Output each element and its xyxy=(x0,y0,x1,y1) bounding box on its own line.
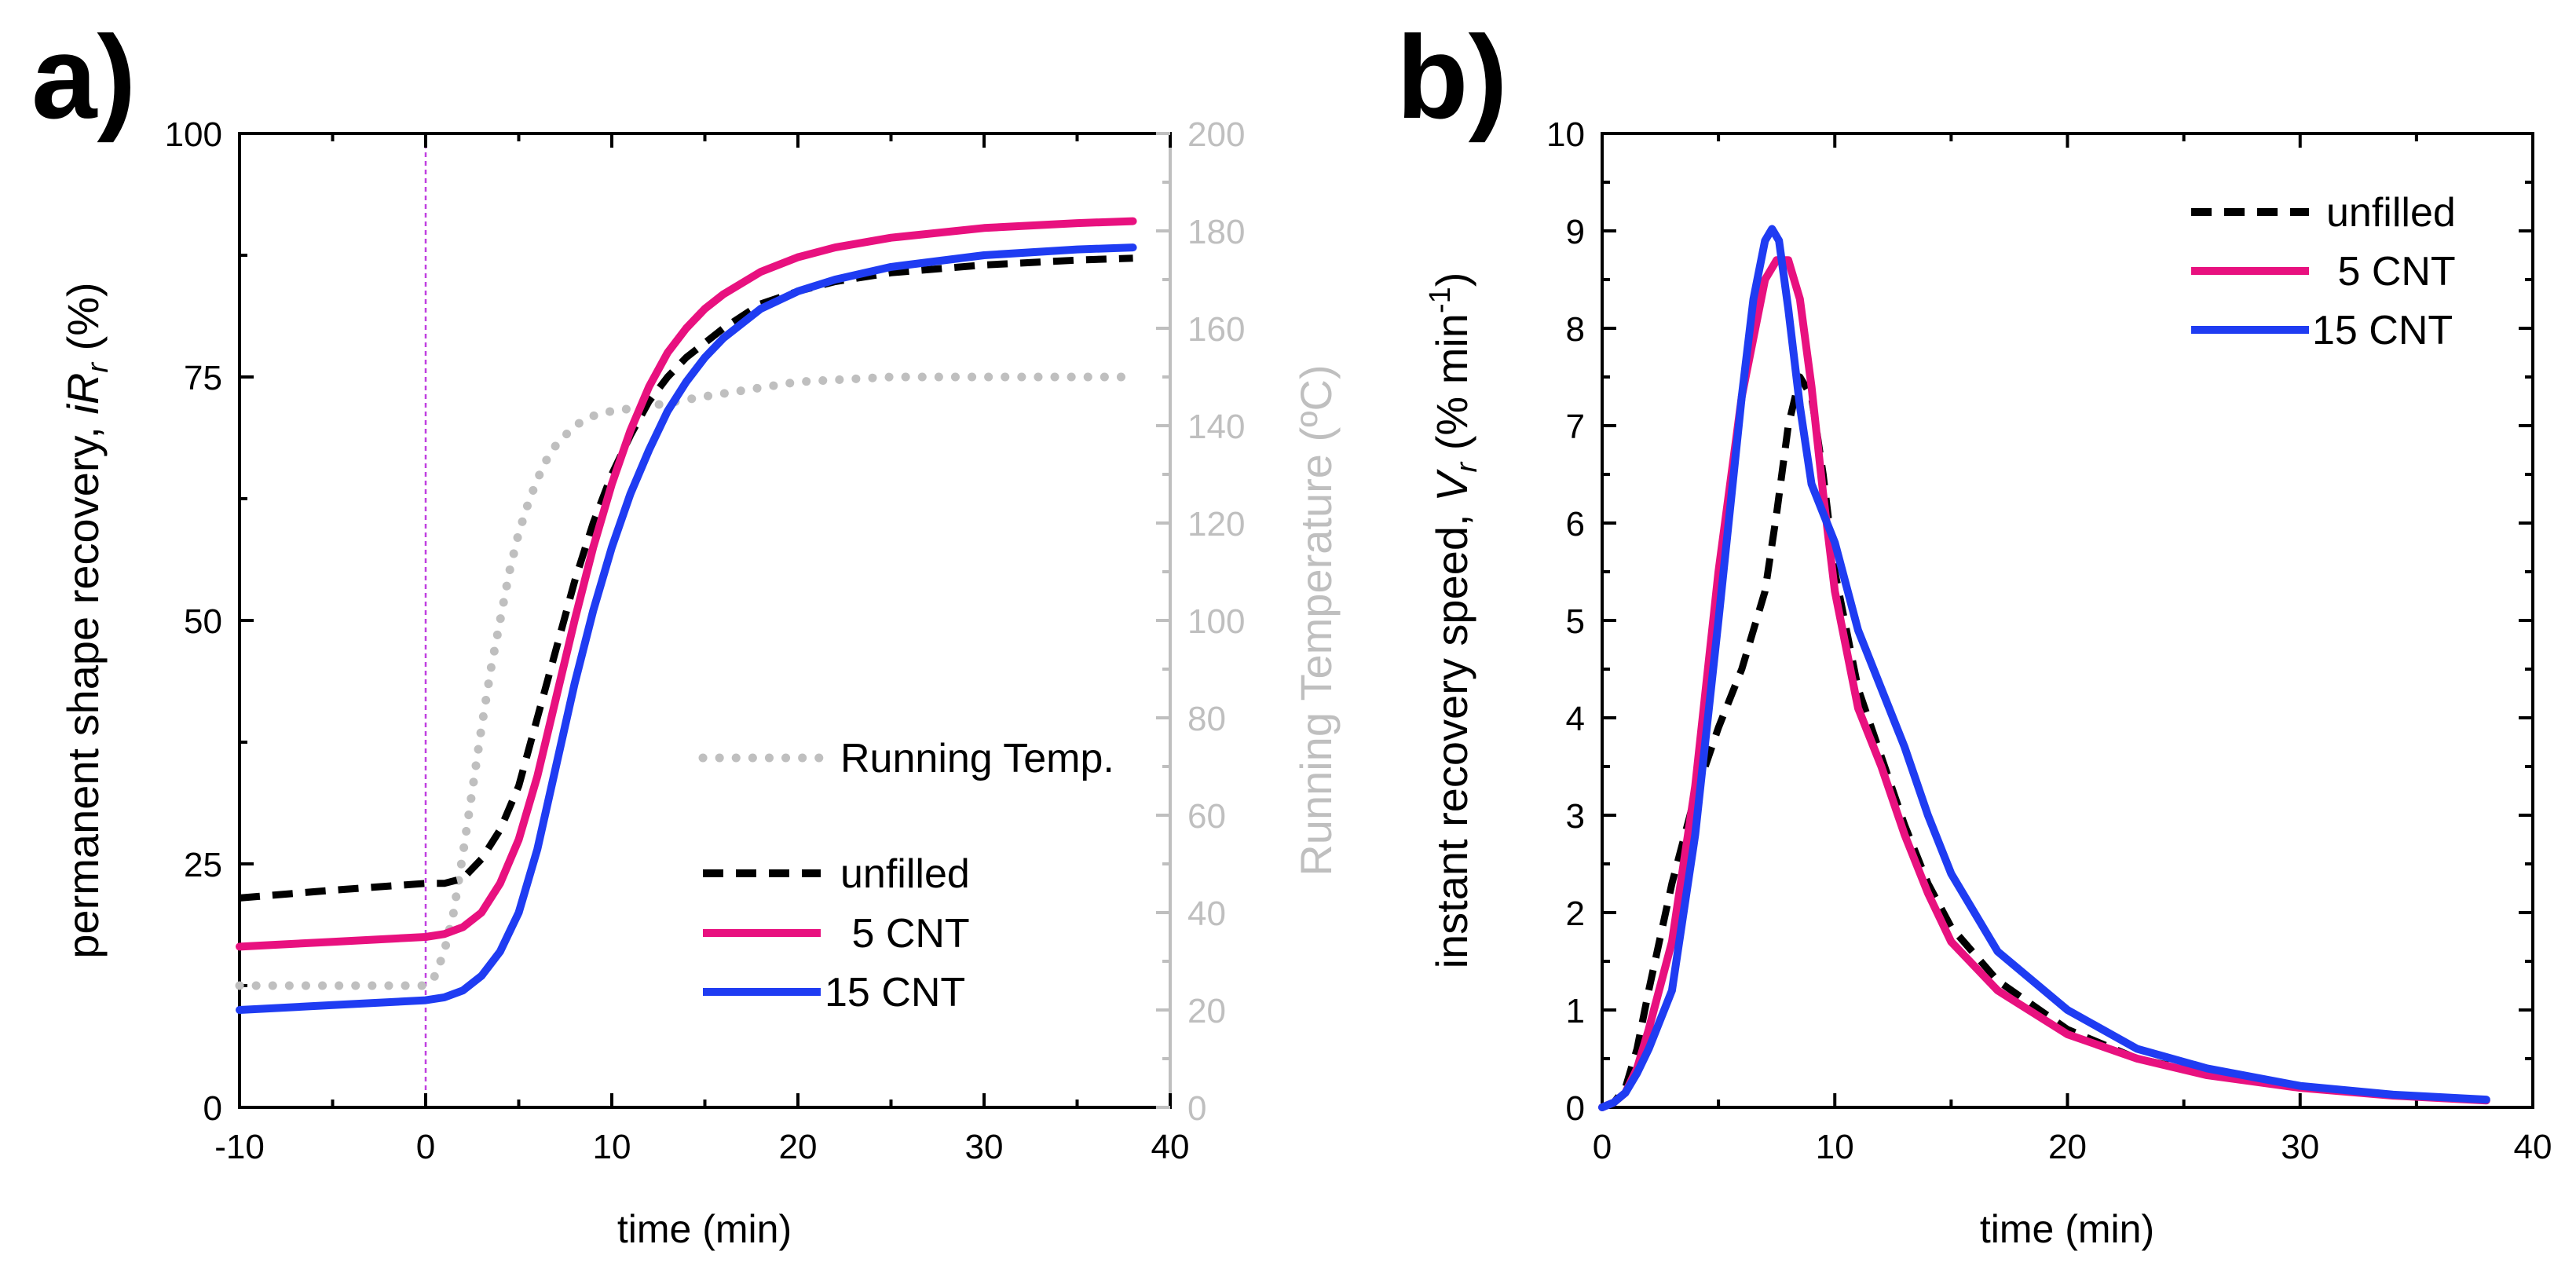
panel-b: b) 0 10 20 30 40 0 1 2 3 4 5 6 7 8 9 10 unfilled 5 CNT… xyxy=(1396,11,2552,1251)
y2-tick-label: 20 xyxy=(1187,992,1226,1030)
series-line-5-cnt xyxy=(236,217,1137,951)
y-tick-label: 0 xyxy=(203,1089,222,1128)
y2-tick-label: 120 xyxy=(1187,505,1245,543)
y2-tick-label: 0 xyxy=(1187,1089,1206,1128)
x-tick-label: 0 xyxy=(416,1128,435,1166)
series-line-15-cnt xyxy=(236,243,1137,1014)
panel-a-label: a) xyxy=(31,11,136,143)
y-tick-label: 0 xyxy=(1566,1089,1585,1128)
panel-b-x-axis-title: time (min) xyxy=(1980,1207,2154,1251)
panel-a-y2-axis-title: Running Temperature (ºC) xyxy=(1291,364,1341,876)
y-tick-label: 5 xyxy=(1566,602,1585,641)
x-tick-label: -10 xyxy=(214,1128,265,1166)
panel-a-plot-frame xyxy=(238,132,1172,1109)
x-tick-label: 0 xyxy=(1593,1128,1612,1166)
panel-a-x-axis-title: time (min) xyxy=(617,1207,792,1251)
x-tick-label: 10 xyxy=(593,1128,631,1166)
y-tick-label: 100 xyxy=(165,115,222,154)
panel-b-x-ticks: 0 10 20 30 40 xyxy=(1593,134,2552,1166)
panel-b-series xyxy=(1598,225,2490,1111)
legend-label-15cnt: 15 CNT xyxy=(825,970,965,1015)
x-tick-label: 30 xyxy=(2281,1128,2319,1166)
legend-label-5cnt: 5 CNT xyxy=(840,911,970,957)
y2-tick-label: 40 xyxy=(1187,895,1226,933)
panel-a-y-axis-title: permanent shape recovery, iRr (%) xyxy=(58,282,115,958)
y-tick-label: 2 xyxy=(1566,895,1585,933)
y2-tick-label: 160 xyxy=(1187,310,1245,349)
y2-tick-label: 60 xyxy=(1187,797,1226,836)
series-line-15-cnt xyxy=(1598,225,2490,1111)
legend-b-label-15cnt: 15 CNT xyxy=(2312,308,2453,353)
y-tick-label: 1 xyxy=(1566,992,1585,1030)
y-tick-label: 3 xyxy=(1566,797,1585,836)
panel-b-y-axis-title: instant recovery speed, Vr (% min-1) xyxy=(1424,273,1484,969)
x-tick-label: 20 xyxy=(2048,1128,2087,1166)
y2-tick-label: 100 xyxy=(1187,602,1245,641)
y-tick-label: 10 xyxy=(1546,115,1585,154)
panel-a-series xyxy=(235,217,1138,1014)
panel-a-legend: Running Temp. unfilled 5 CNT 15 CNT xyxy=(698,736,1114,1015)
x-tick-label: 40 xyxy=(1151,1128,1190,1166)
x-tick-label: 30 xyxy=(965,1128,1004,1166)
series-line-running-temp- xyxy=(235,372,1138,990)
y-tick-label: 6 xyxy=(1566,505,1585,543)
legend-b-label-unfilled: unfilled xyxy=(2326,190,2456,236)
legend-label-unfilled: unfilled xyxy=(840,851,970,897)
series-line-unfilled xyxy=(239,254,1133,902)
legend-label-running-temp: Running Temp. xyxy=(840,736,1114,781)
y-tick-label: 4 xyxy=(1566,700,1585,738)
panel-b-label: b) xyxy=(1396,11,1508,143)
x-tick-label: 10 xyxy=(1816,1128,1854,1166)
series-line-5-cnt xyxy=(1598,256,2490,1111)
panel-a-x-ticks: -10 0 10 20 30 40 xyxy=(214,134,1189,1166)
x-tick-label: 20 xyxy=(779,1128,818,1166)
y-tick-label: 25 xyxy=(184,846,222,884)
y2-tick-label: 140 xyxy=(1187,408,1245,446)
panel-a-y2-ticks: 0 20 40 60 80 100 120 140 160 180 200 xyxy=(1156,115,1245,1128)
panel-b-y-ticks: 0 1 2 3 4 5 6 7 8 9 10 xyxy=(1546,115,2533,1128)
y-tick-label: 8 xyxy=(1566,310,1585,349)
x-tick-label: 40 xyxy=(2514,1128,2552,1166)
panel-a-y-ticks: 0 25 50 75 100 xyxy=(165,115,254,1128)
y2-tick-label: 200 xyxy=(1187,115,1245,154)
y2-tick-label: 80 xyxy=(1187,700,1226,738)
y-tick-label: 75 xyxy=(184,359,222,397)
y2-tick-label: 180 xyxy=(1187,213,1245,251)
legend-b-label-5cnt: 5 CNT xyxy=(2326,249,2456,295)
y-tick-label: 50 xyxy=(184,602,222,641)
y-tick-label: 9 xyxy=(1566,213,1585,251)
panel-b-legend: unfilled 5 CNT 15 CNT xyxy=(2191,190,2456,353)
y-tick-label: 7 xyxy=(1566,408,1585,446)
